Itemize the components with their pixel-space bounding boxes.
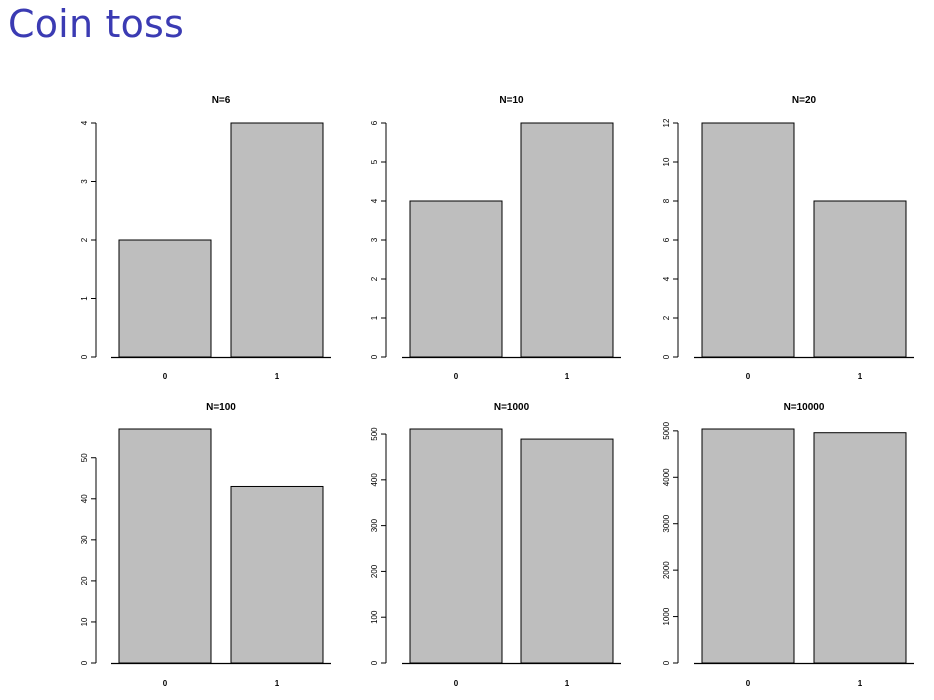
bar-chart-panel: N=20 0 2 4 6 8 10 12 0 1 bbox=[662, 95, 914, 381]
y-tick-label: 20 bbox=[80, 576, 89, 585]
bar-chart-panel: N=100 0 10 20 30 40 50 0 1 bbox=[80, 402, 331, 688]
y-tick-label: 4 bbox=[80, 120, 89, 125]
bar bbox=[701, 428, 795, 664]
y-tick-label: 500 bbox=[370, 427, 379, 441]
y-tick-label: 6 bbox=[662, 237, 671, 242]
chart-title: N=100 bbox=[206, 402, 236, 413]
y-tick-label: 3 bbox=[370, 237, 379, 242]
y-tick-label: 12 bbox=[662, 118, 671, 127]
bar bbox=[409, 200, 503, 358]
x-tick-label: 0 bbox=[163, 679, 168, 688]
x-tick-label: 0 bbox=[746, 372, 751, 381]
y-tick-label: 6 bbox=[370, 120, 379, 125]
y-tick-label: 0 bbox=[370, 660, 379, 665]
bar-chart-panel: N=10 0 1 2 3 4 5 6 0 1 bbox=[370, 95, 621, 381]
y-tick-label: 0 bbox=[80, 354, 89, 359]
y-tick-label: 2 bbox=[662, 315, 671, 320]
bar bbox=[813, 432, 907, 664]
x-tick-label: 1 bbox=[275, 372, 280, 381]
y-tick-label: 1 bbox=[370, 315, 379, 320]
chart-title: N=6 bbox=[212, 95, 231, 106]
slide-title: Coin toss bbox=[8, 2, 185, 46]
y-tick-label: 300 bbox=[370, 518, 379, 532]
y-tick-label: 10 bbox=[80, 617, 89, 626]
bar bbox=[118, 428, 212, 664]
y-tick-label: 4000 bbox=[662, 468, 671, 486]
y-tick-label: 5 bbox=[370, 159, 379, 164]
y-tick-label: 8 bbox=[662, 198, 671, 203]
x-tick-label: 1 bbox=[858, 372, 863, 381]
bar bbox=[230, 122, 324, 358]
y-tick-label: 0 bbox=[80, 660, 89, 665]
x-tick-label: 0 bbox=[454, 679, 459, 688]
y-tick-label: 0 bbox=[662, 660, 671, 665]
y-tick-label: 5000 bbox=[662, 421, 671, 439]
y-tick-label: 50 bbox=[80, 453, 89, 462]
y-tick-label: 2 bbox=[80, 237, 89, 242]
bar bbox=[520, 438, 614, 664]
chart-title: N=20 bbox=[792, 95, 817, 106]
y-tick-label: 400 bbox=[370, 473, 379, 487]
y-tick-label: 4 bbox=[370, 198, 379, 203]
y-tick-label: 100 bbox=[370, 610, 379, 624]
chart-title: N=10 bbox=[499, 95, 524, 106]
y-tick-label: 0 bbox=[662, 354, 671, 359]
y-tick-label: 1000 bbox=[662, 607, 671, 625]
y-tick-label: 40 bbox=[80, 494, 89, 503]
bar bbox=[230, 485, 324, 664]
x-tick-label: 0 bbox=[454, 372, 459, 381]
bar bbox=[118, 239, 212, 358]
bar-chart-panel: N=10000 0 1000 2000 3000 4000 5000 0 1 bbox=[662, 402, 914, 688]
y-tick-label: 1 bbox=[80, 296, 89, 301]
x-tick-label: 1 bbox=[565, 372, 570, 381]
bar-chart-panel: N=6 0 1 2 3 4 0 1 bbox=[80, 95, 331, 381]
y-tick-label: 4 bbox=[662, 276, 671, 281]
chart-title: N=10000 bbox=[784, 402, 825, 413]
x-tick-label: 1 bbox=[565, 679, 570, 688]
bar-chart-panel: N=1000 0 100 200 300 400 500 0 1 bbox=[370, 402, 621, 688]
bar bbox=[520, 122, 614, 358]
y-tick-label: 2000 bbox=[662, 561, 671, 579]
y-tick-label: 200 bbox=[370, 564, 379, 578]
y-tick-label: 3000 bbox=[662, 514, 671, 532]
y-tick-label: 30 bbox=[80, 535, 89, 544]
bar bbox=[701, 122, 795, 358]
x-tick-label: 1 bbox=[858, 679, 863, 688]
y-tick-label: 0 bbox=[370, 354, 379, 359]
chart-title: N=1000 bbox=[494, 402, 530, 413]
x-tick-label: 1 bbox=[275, 679, 280, 688]
bar bbox=[409, 428, 503, 664]
x-tick-label: 0 bbox=[746, 679, 751, 688]
bar bbox=[813, 200, 907, 358]
x-tick-label: 0 bbox=[163, 372, 168, 381]
y-tick-label: 2 bbox=[370, 276, 379, 281]
y-tick-label: 10 bbox=[662, 157, 671, 166]
y-tick-label: 3 bbox=[80, 179, 89, 184]
